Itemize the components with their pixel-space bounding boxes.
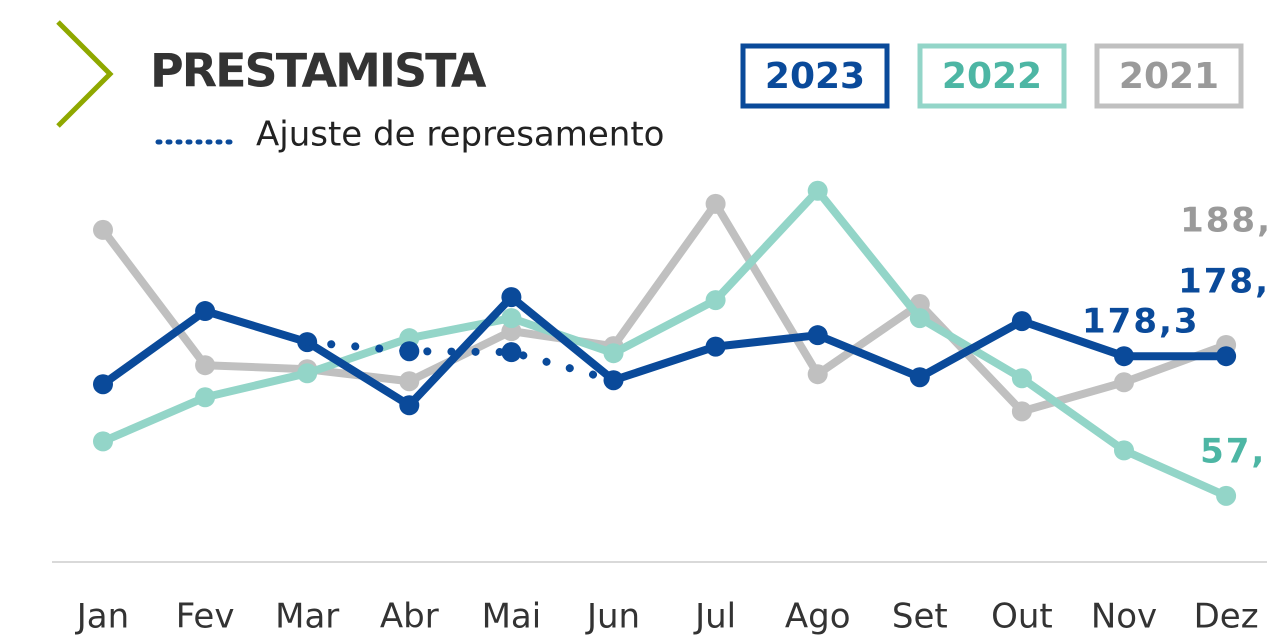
- value-label: 57,3: [1200, 431, 1267, 471]
- value-label: 188,: [1180, 200, 1267, 240]
- point: [1114, 346, 1134, 367]
- x-tick-label: Jul: [693, 597, 736, 637]
- point: [705, 193, 726, 214]
- point: [807, 180, 828, 201]
- series-line: [99, 293, 1231, 410]
- x-tick-label: Mai: [482, 597, 542, 637]
- x-tick-label: Jun: [585, 597, 640, 637]
- point: [93, 374, 113, 395]
- point: [195, 387, 216, 408]
- point: [1114, 440, 1134, 461]
- point: [93, 431, 113, 452]
- legend-label: 2021: [1119, 56, 1219, 97]
- series-line: [99, 199, 1231, 416]
- point: [807, 364, 828, 385]
- series-line: [99, 186, 1231, 500]
- value-label: 178,3: [1082, 302, 1200, 342]
- adjust-line: [303, 338, 618, 385]
- x-tick-label: Dez: [1194, 597, 1259, 637]
- point: [909, 308, 930, 329]
- point: [705, 290, 726, 311]
- point: [399, 371, 420, 392]
- value-label: 178,: [1178, 262, 1267, 302]
- adjust-point: [501, 342, 522, 363]
- adjust-point: [399, 341, 420, 362]
- point: [195, 355, 216, 376]
- point: [1011, 401, 1032, 422]
- point: [603, 370, 624, 391]
- x-tick-label: Abr: [380, 597, 439, 637]
- legend-label: 2022: [942, 56, 1042, 97]
- legend-box: [917, 43, 1067, 109]
- legend-box: [1094, 43, 1244, 109]
- point: [195, 301, 216, 322]
- x-tick-label: Jan: [75, 597, 129, 637]
- point: [501, 287, 522, 308]
- point: [399, 395, 420, 416]
- legend-box: [740, 43, 890, 109]
- point: [603, 343, 624, 364]
- point: [705, 336, 726, 357]
- x-tick-label: Fev: [176, 597, 235, 637]
- point: [1216, 346, 1237, 367]
- x-tick-label: Out: [991, 597, 1053, 637]
- point: [1011, 311, 1032, 332]
- point: [501, 308, 522, 329]
- point: [807, 325, 828, 346]
- point: [1114, 372, 1134, 393]
- legend-label: Ajuste de represamento: [256, 115, 664, 155]
- point: [1216, 485, 1237, 506]
- point: [1011, 368, 1032, 389]
- x-tick-label: Nov: [1091, 597, 1157, 637]
- x-tick-label: Ago: [785, 597, 851, 637]
- chart-title: PRESTAMISTA: [150, 44, 487, 98]
- chevron: [56, 20, 114, 128]
- x-tick-label: Mar: [275, 597, 339, 637]
- legend-label: 2023: [765, 56, 865, 97]
- point: [93, 219, 113, 240]
- x-tick-label: Set: [892, 597, 948, 637]
- point: [909, 367, 930, 388]
- point: [297, 363, 318, 384]
